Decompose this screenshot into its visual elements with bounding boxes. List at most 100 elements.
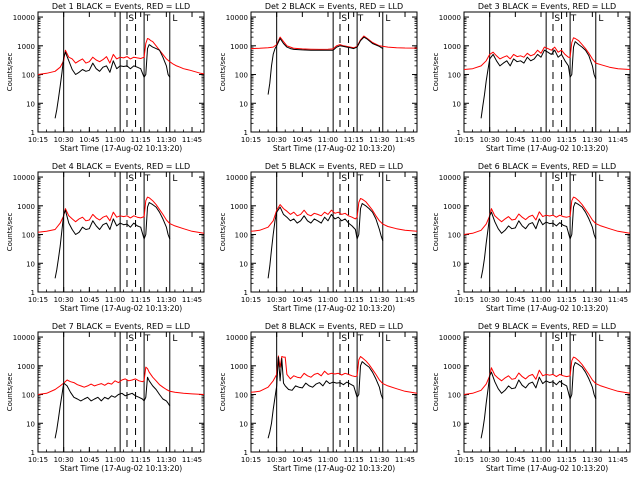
- chart-panel-4: Det 4 BLACK = Events, RED = LLD 1 10 100 100…: [6, 162, 205, 313]
- x-tick-label: 11:30: [369, 296, 389, 304]
- x-tick-label: 10:30: [54, 136, 74, 144]
- y-tick-label: 1: [457, 129, 461, 137]
- region-label-l: L: [385, 334, 390, 344]
- series-line-events: [480, 362, 597, 439]
- y-tick-label: 10000: [439, 334, 461, 342]
- y-tick-label: 10000: [13, 174, 35, 182]
- chart-title: Det 9 BLACK = Events, RED = LLD: [478, 322, 616, 331]
- region-label-s: S: [341, 14, 347, 24]
- x-tick-label: 10:15: [241, 456, 261, 464]
- chart-title: Det 3 BLACK = Events, RED = LLD: [478, 2, 616, 11]
- x-tick-label: 10:15: [454, 296, 474, 304]
- x-tick-label: 11:45: [182, 296, 202, 304]
- y-tick-label: 10: [239, 100, 248, 108]
- x-tick-label: 10:45: [79, 456, 99, 464]
- x-tick-label: 10:30: [54, 456, 74, 464]
- y-axis-label: Counts/sec: [219, 373, 227, 412]
- x-tick-label: 11:00: [531, 136, 551, 144]
- y-tick-label: 10000: [13, 334, 35, 342]
- x-tick-label: 10:30: [480, 136, 500, 144]
- chart-panel-9: Det 9 BLACK = Events, RED = LLD 1 10 100 100…: [432, 322, 631, 473]
- x-tick-label: 10:30: [267, 136, 287, 144]
- region-label-s: S: [341, 174, 347, 184]
- x-axis-label: Start Time (17-Aug-02 10:13:20): [273, 304, 395, 313]
- x-tick-label: 10:45: [505, 456, 525, 464]
- series-line-lld: [250, 198, 418, 232]
- x-tick-label: 11:00: [105, 136, 125, 144]
- x-tick-label: 10:15: [241, 136, 261, 144]
- region-label-s: S: [128, 334, 134, 344]
- x-tick-label: 11:30: [369, 136, 389, 144]
- x-tick-label: 11:30: [156, 296, 176, 304]
- y-axis-label: Counts/sec: [6, 213, 14, 252]
- y-tick-label: 100: [22, 72, 35, 80]
- x-tick-label: 11:00: [318, 296, 338, 304]
- x-tick-label: 10:15: [241, 296, 261, 304]
- x-tick-label: 11:30: [582, 296, 602, 304]
- series-line-lld: [250, 355, 418, 394]
- x-tick-label: 10:30: [480, 456, 500, 464]
- y-tick-label: 10: [26, 260, 35, 268]
- series-line-lld: [37, 366, 205, 395]
- y-tick-label: 10: [452, 420, 461, 428]
- series-line-events: [480, 41, 597, 119]
- plot-frame: [463, 331, 631, 453]
- y-axis-label: Counts/sec: [219, 213, 227, 252]
- y-tick-label: 1: [457, 449, 461, 457]
- region-label-l: L: [172, 14, 177, 24]
- region-label-t: T: [570, 14, 577, 24]
- x-tick-label: 10:45: [292, 136, 312, 144]
- x-tick-label: 11:45: [608, 296, 628, 304]
- x-tick-label: 11:30: [156, 456, 176, 464]
- plot-frame: [37, 11, 205, 133]
- x-axis-label: Start Time (17-Aug-02 10:13:20): [486, 464, 608, 473]
- series-line-events: [54, 376, 171, 439]
- x-tick-label: 10:15: [454, 456, 474, 464]
- x-tick-label: 10:45: [505, 296, 525, 304]
- x-tick-label: 11:00: [318, 136, 338, 144]
- region-label-t: T: [570, 334, 577, 344]
- chart-title: Det 7 BLACK = Events, RED = LLD: [52, 322, 190, 331]
- region-label-s: S: [341, 334, 347, 344]
- x-tick-label: 10:15: [28, 136, 48, 144]
- region-label-t: T: [144, 334, 151, 344]
- y-tick-label: 1: [244, 289, 248, 297]
- x-tick-label: 11:15: [344, 136, 364, 144]
- region-label-l: L: [172, 174, 177, 184]
- x-tick-label: 11:30: [369, 456, 389, 464]
- x-tick-label: 10:15: [28, 456, 48, 464]
- y-tick-label: 10000: [439, 174, 461, 182]
- x-tick-label: 11:15: [557, 136, 577, 144]
- x-tick-label: 11:15: [557, 296, 577, 304]
- x-tick-label: 11:45: [182, 456, 202, 464]
- series-line-events: [267, 36, 384, 95]
- region-label-l: L: [172, 334, 177, 344]
- x-tick-label: 10:30: [267, 456, 287, 464]
- series-line-lld: [463, 356, 631, 395]
- y-tick-label: 100: [235, 72, 248, 80]
- region-label-s: S: [554, 174, 560, 184]
- x-tick-label: 11:30: [582, 456, 602, 464]
- x-axis-label: Start Time (17-Aug-02 10:13:20): [273, 464, 395, 473]
- x-axis-label: Start Time (17-Aug-02 10:13:20): [273, 144, 395, 153]
- x-axis-label: Start Time (17-Aug-02 10:13:20): [60, 464, 182, 473]
- chart-title: Det 1 BLACK = Events, RED = LLD: [52, 2, 190, 11]
- x-tick-label: 11:45: [395, 136, 415, 144]
- region-label-l: L: [385, 174, 390, 184]
- series-line-events: [54, 202, 171, 279]
- x-tick-label: 11:30: [582, 136, 602, 144]
- x-axis-label: Start Time (17-Aug-02 10:13:20): [486, 144, 608, 153]
- region-label-t: T: [144, 174, 151, 184]
- chart-panel-8: Det 8 BLACK = Events, RED = LLD 1 10 100 100…: [219, 322, 418, 473]
- y-tick-label: 100: [235, 392, 248, 400]
- x-tick-label: 10:30: [54, 296, 74, 304]
- plot-frame: [37, 331, 205, 453]
- x-tick-label: 11:15: [131, 136, 151, 144]
- y-tick-label: 10: [239, 260, 248, 268]
- y-tick-label: 1: [244, 449, 248, 457]
- y-tick-label: 1: [457, 289, 461, 297]
- x-tick-label: 10:15: [28, 296, 48, 304]
- y-tick-label: 100: [448, 232, 461, 240]
- y-tick-label: 10000: [226, 174, 248, 182]
- chart-title: Det 2 BLACK = Events, RED = LLD: [265, 2, 403, 11]
